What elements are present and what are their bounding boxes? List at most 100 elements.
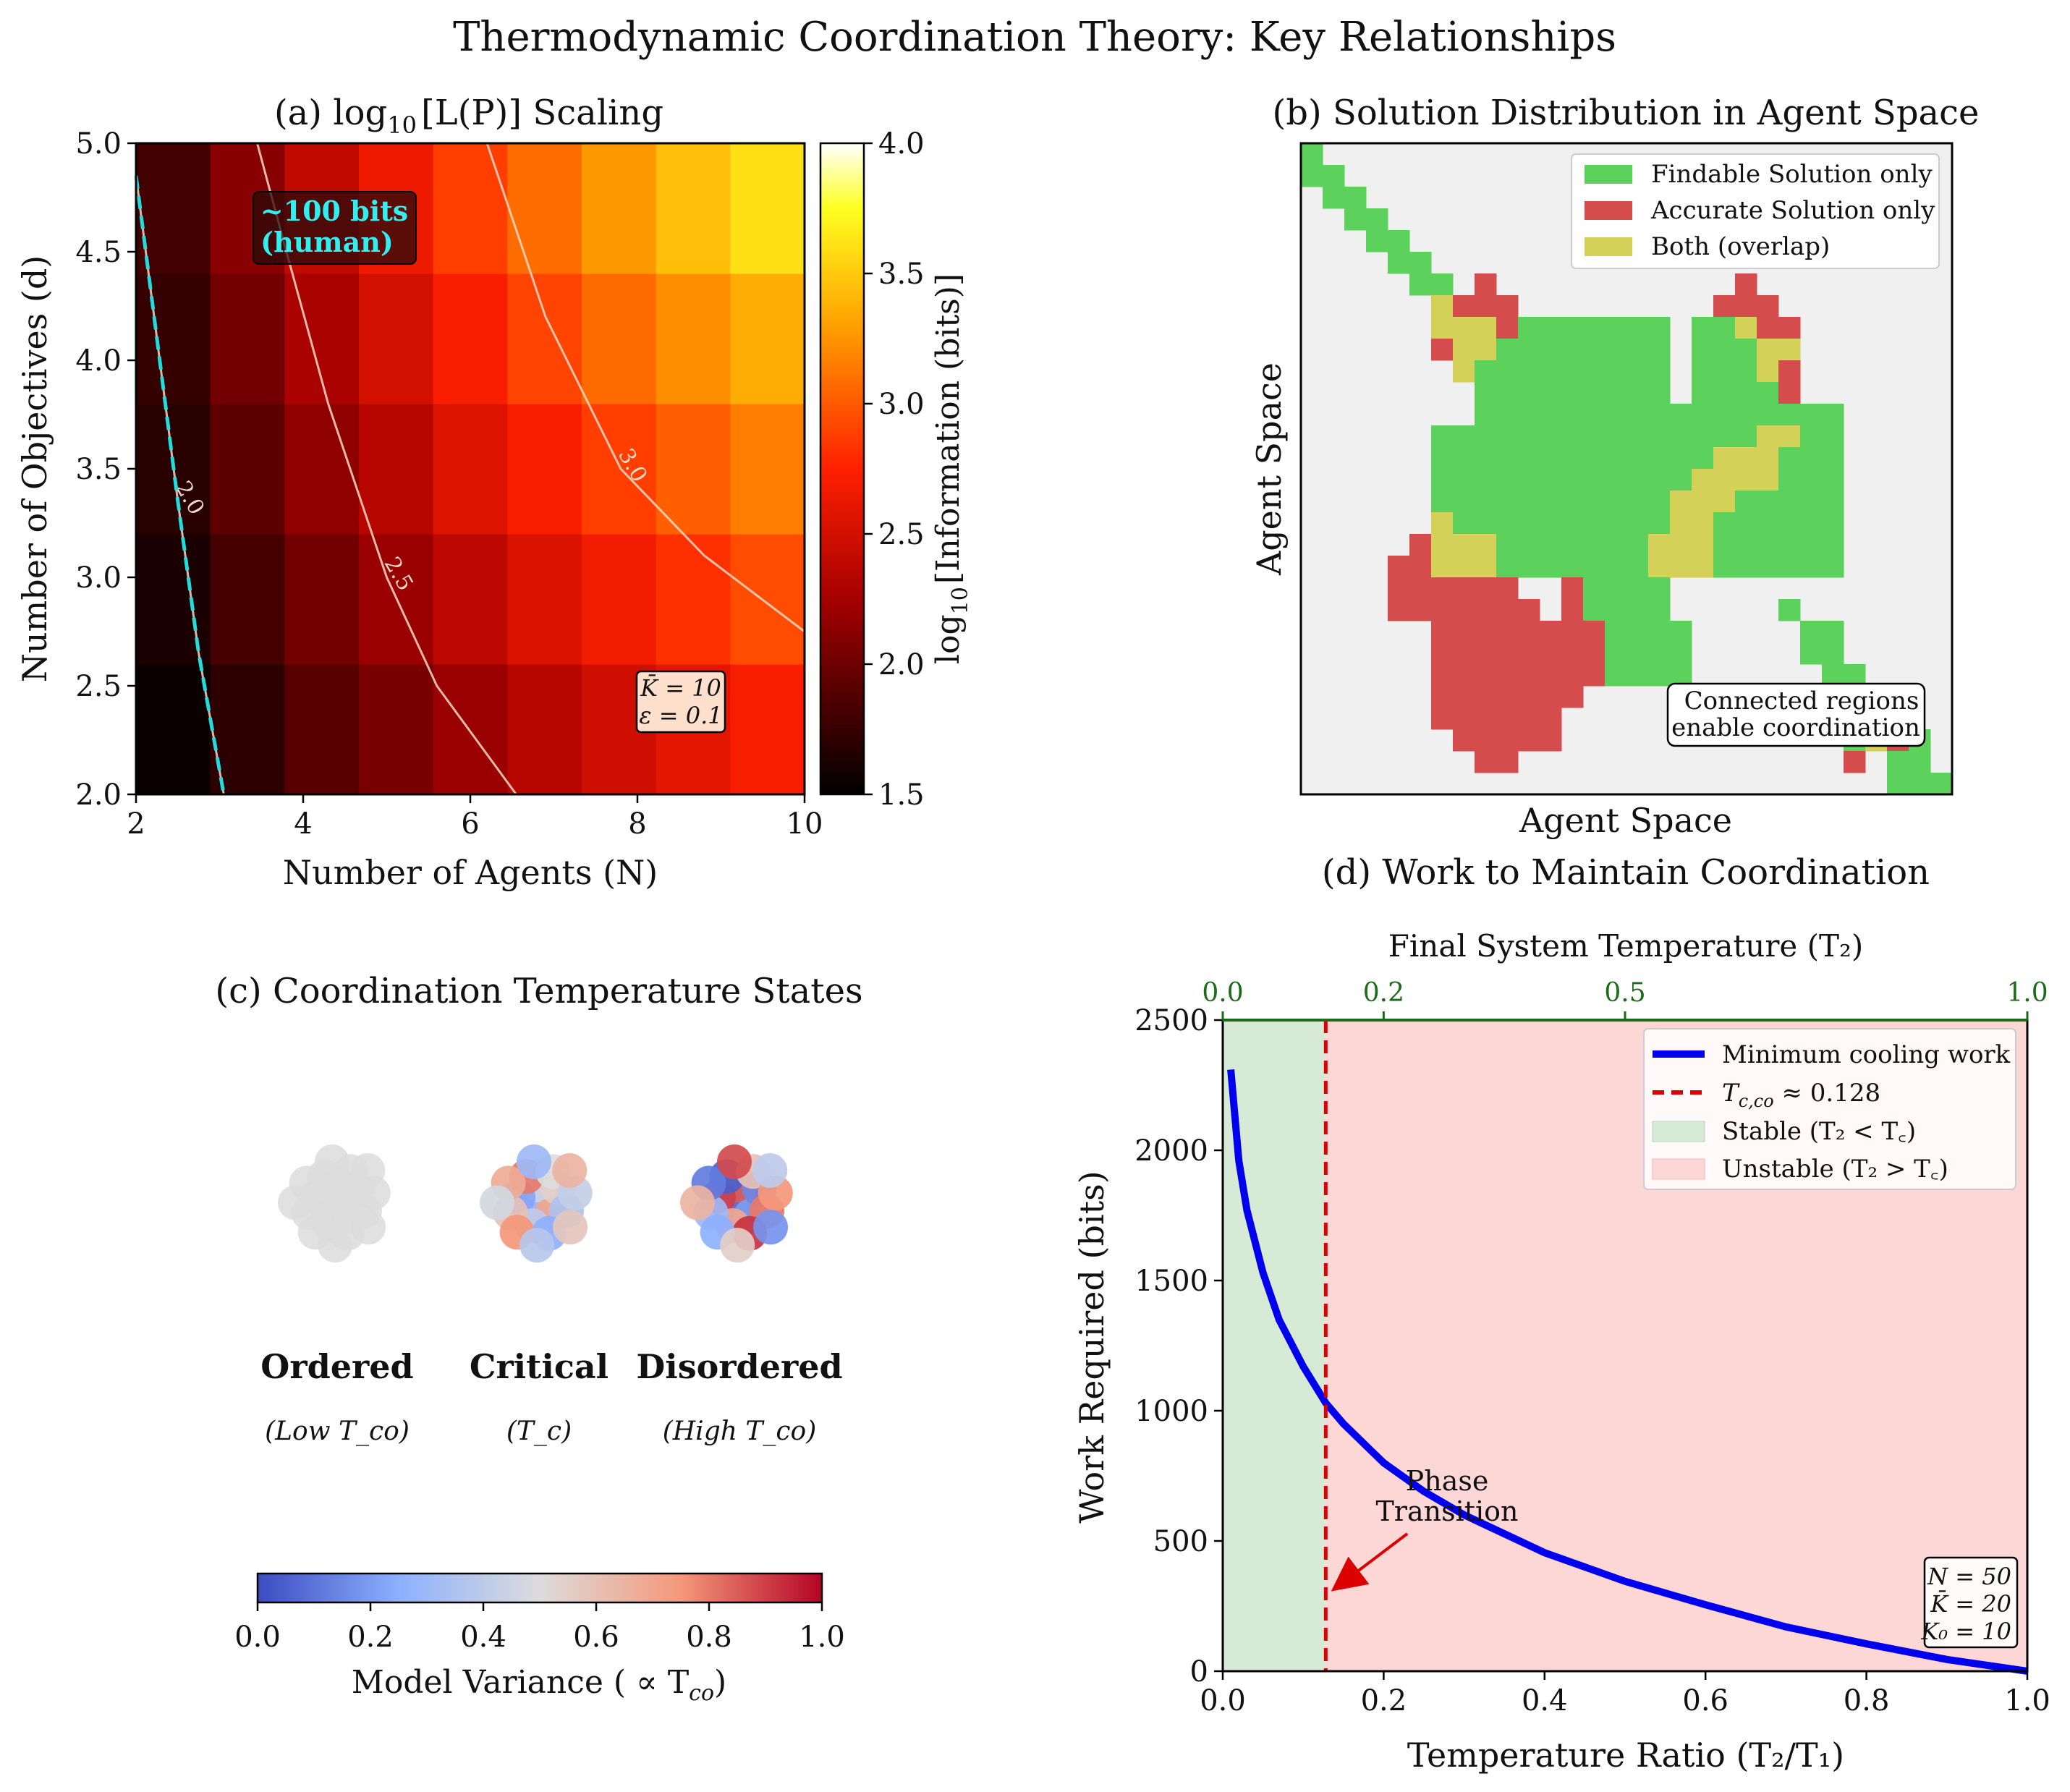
- series-minimum-cooling-work: [1227, 1069, 2028, 1675]
- solution-cell: [1409, 556, 1432, 578]
- solution-cell: [1540, 534, 1562, 556]
- solution-cell: [1692, 317, 1714, 339]
- solution-cell: [1822, 447, 1844, 470]
- panel-b-note-line1: Connected regions: [1684, 687, 1920, 715]
- panel-c-states: (c) Coordination Temperature States Orde…: [215, 971, 862, 1706]
- solution-cell: [1626, 534, 1649, 556]
- panel-d-legend: Minimum cooling work Tc,co ≈ 0.128 Stabl…: [1643, 1028, 2016, 1190]
- solution-cell: [1561, 382, 1584, 404]
- solution-cell: [1648, 425, 1671, 448]
- y-tick-label: 3.0: [75, 561, 122, 595]
- legend-swatch-findable: [1585, 165, 1632, 184]
- solution-cell: [1605, 534, 1627, 556]
- solution-cell: [1323, 165, 1345, 187]
- solution-cell: [1626, 447, 1649, 470]
- colorbar-tick-label: 0.8: [686, 1621, 732, 1654]
- solution-cell: [1409, 577, 1432, 600]
- solution-cell: [1388, 577, 1410, 600]
- solution-cell: [1757, 534, 1779, 556]
- solution-cell: [1453, 556, 1475, 578]
- solution-cell: [1540, 621, 1562, 643]
- solution-cell: [1583, 317, 1605, 339]
- panel-b-title: (b) Solution Distribution in Agent Space: [1273, 93, 1980, 133]
- solution-cell: [1648, 534, 1671, 556]
- solution-cell: [1800, 425, 1823, 448]
- solution-cell: [1475, 425, 1497, 448]
- phase-transition-annotation: Phase Transition: [1331, 1465, 1519, 1592]
- solution-cell: [1518, 404, 1540, 426]
- panel-c-colorbar: [256, 1572, 823, 1604]
- panel-d-xlabel: Temperature Ratio (T₂/T₁): [1407, 1736, 1844, 1775]
- solution-cell: [1518, 621, 1540, 643]
- solution-cell: [1692, 339, 1714, 361]
- solution-cell: [1692, 469, 1714, 491]
- solution-cell: [1475, 339, 1497, 361]
- solution-cell: [1475, 664, 1497, 687]
- solution-cell: [1583, 339, 1605, 361]
- y-tick-label: 3.5: [75, 453, 122, 486]
- contour-line: [485, 143, 805, 633]
- solution-cell: [1475, 295, 1497, 318]
- top-tick-label: 0.5: [1604, 978, 1645, 1008]
- solution-cell: [1540, 382, 1562, 404]
- solution-cell: [1431, 642, 1454, 665]
- solution-cell: [1822, 491, 1844, 513]
- solution-cell: [1453, 729, 1475, 752]
- solution-cell: [1518, 469, 1540, 491]
- solution-cell: [1605, 360, 1627, 383]
- panel-d-title: (d) Work to Maintain Coordination: [1322, 852, 1930, 893]
- panel-a-colorbar-label: log10[Information (bits)]: [930, 273, 973, 664]
- panel-d-param-k0: K₀ = 10: [1920, 1618, 2011, 1645]
- colorbar-tick-label: 4.0: [878, 127, 925, 161]
- solution-cell: [1713, 469, 1736, 491]
- solution-cell: [1605, 339, 1627, 361]
- solution-cell: [1388, 252, 1410, 274]
- solution-cell: [1648, 360, 1671, 383]
- solution-cell: [1496, 686, 1519, 708]
- heatmap-cell: [210, 404, 285, 535]
- solution-cell: [1475, 751, 1497, 773]
- solution-cell: [1475, 382, 1497, 404]
- solution-cell: [1713, 512, 1736, 535]
- legend-label-findable: Findable Solution only: [1651, 160, 1933, 189]
- solution-cell: [1735, 273, 1757, 296]
- solution-cell: [1496, 556, 1519, 578]
- state-disordered-name: Disordered: [636, 1347, 842, 1386]
- x-tick-label: 0.2: [1361, 1684, 1407, 1717]
- solution-cell: [1518, 317, 1540, 339]
- solution-cell: [1670, 534, 1692, 556]
- solution-cell: [1605, 512, 1627, 535]
- legend-label-stable: Stable (T₂ < T꜀): [1722, 1117, 1916, 1146]
- legend-label-critical: Tc,co ≈ 0.128: [1722, 1079, 1880, 1111]
- agent-dot: [318, 1228, 353, 1263]
- state-critical-name: Critical: [470, 1347, 608, 1386]
- solution-cell: [1475, 556, 1497, 578]
- panel-a-param-eps: ε = 0.1: [639, 702, 722, 729]
- panel-b-distribution: (b) Solution Distribution in Agent Space…: [1250, 93, 1979, 840]
- solution-cell: [1692, 382, 1714, 404]
- solution-cell: [1496, 447, 1519, 470]
- solution-cell: [1561, 512, 1584, 535]
- solution-cell: [1626, 317, 1649, 339]
- solution-cell: [1540, 360, 1562, 383]
- solution-cell: [1713, 382, 1736, 404]
- solution-cell: [1844, 751, 1866, 773]
- solution-cell: [1778, 556, 1801, 578]
- state-critical-sub: (T_c): [506, 1417, 572, 1446]
- solution-cell: [1692, 534, 1714, 556]
- agent-dot: [516, 1144, 551, 1179]
- solution-cell: [1735, 404, 1757, 426]
- x-tick-label: 0.6: [1682, 1684, 1728, 1717]
- solution-cell: [1778, 491, 1801, 513]
- state-ordered-sub: (Low T_co): [265, 1417, 410, 1446]
- agent-dot: [753, 1210, 789, 1245]
- solution-cell: [1713, 534, 1736, 556]
- solution-cell: [1431, 577, 1454, 600]
- heatmap-cell: [730, 404, 805, 535]
- solution-cell: [1561, 447, 1584, 470]
- solution-cell: [1453, 447, 1475, 470]
- panel-a-xlabel: Number of Agents (N): [283, 853, 658, 892]
- solution-cell: [1822, 664, 1844, 687]
- solution-cell: [1692, 425, 1714, 448]
- solution-cell: [1475, 686, 1497, 708]
